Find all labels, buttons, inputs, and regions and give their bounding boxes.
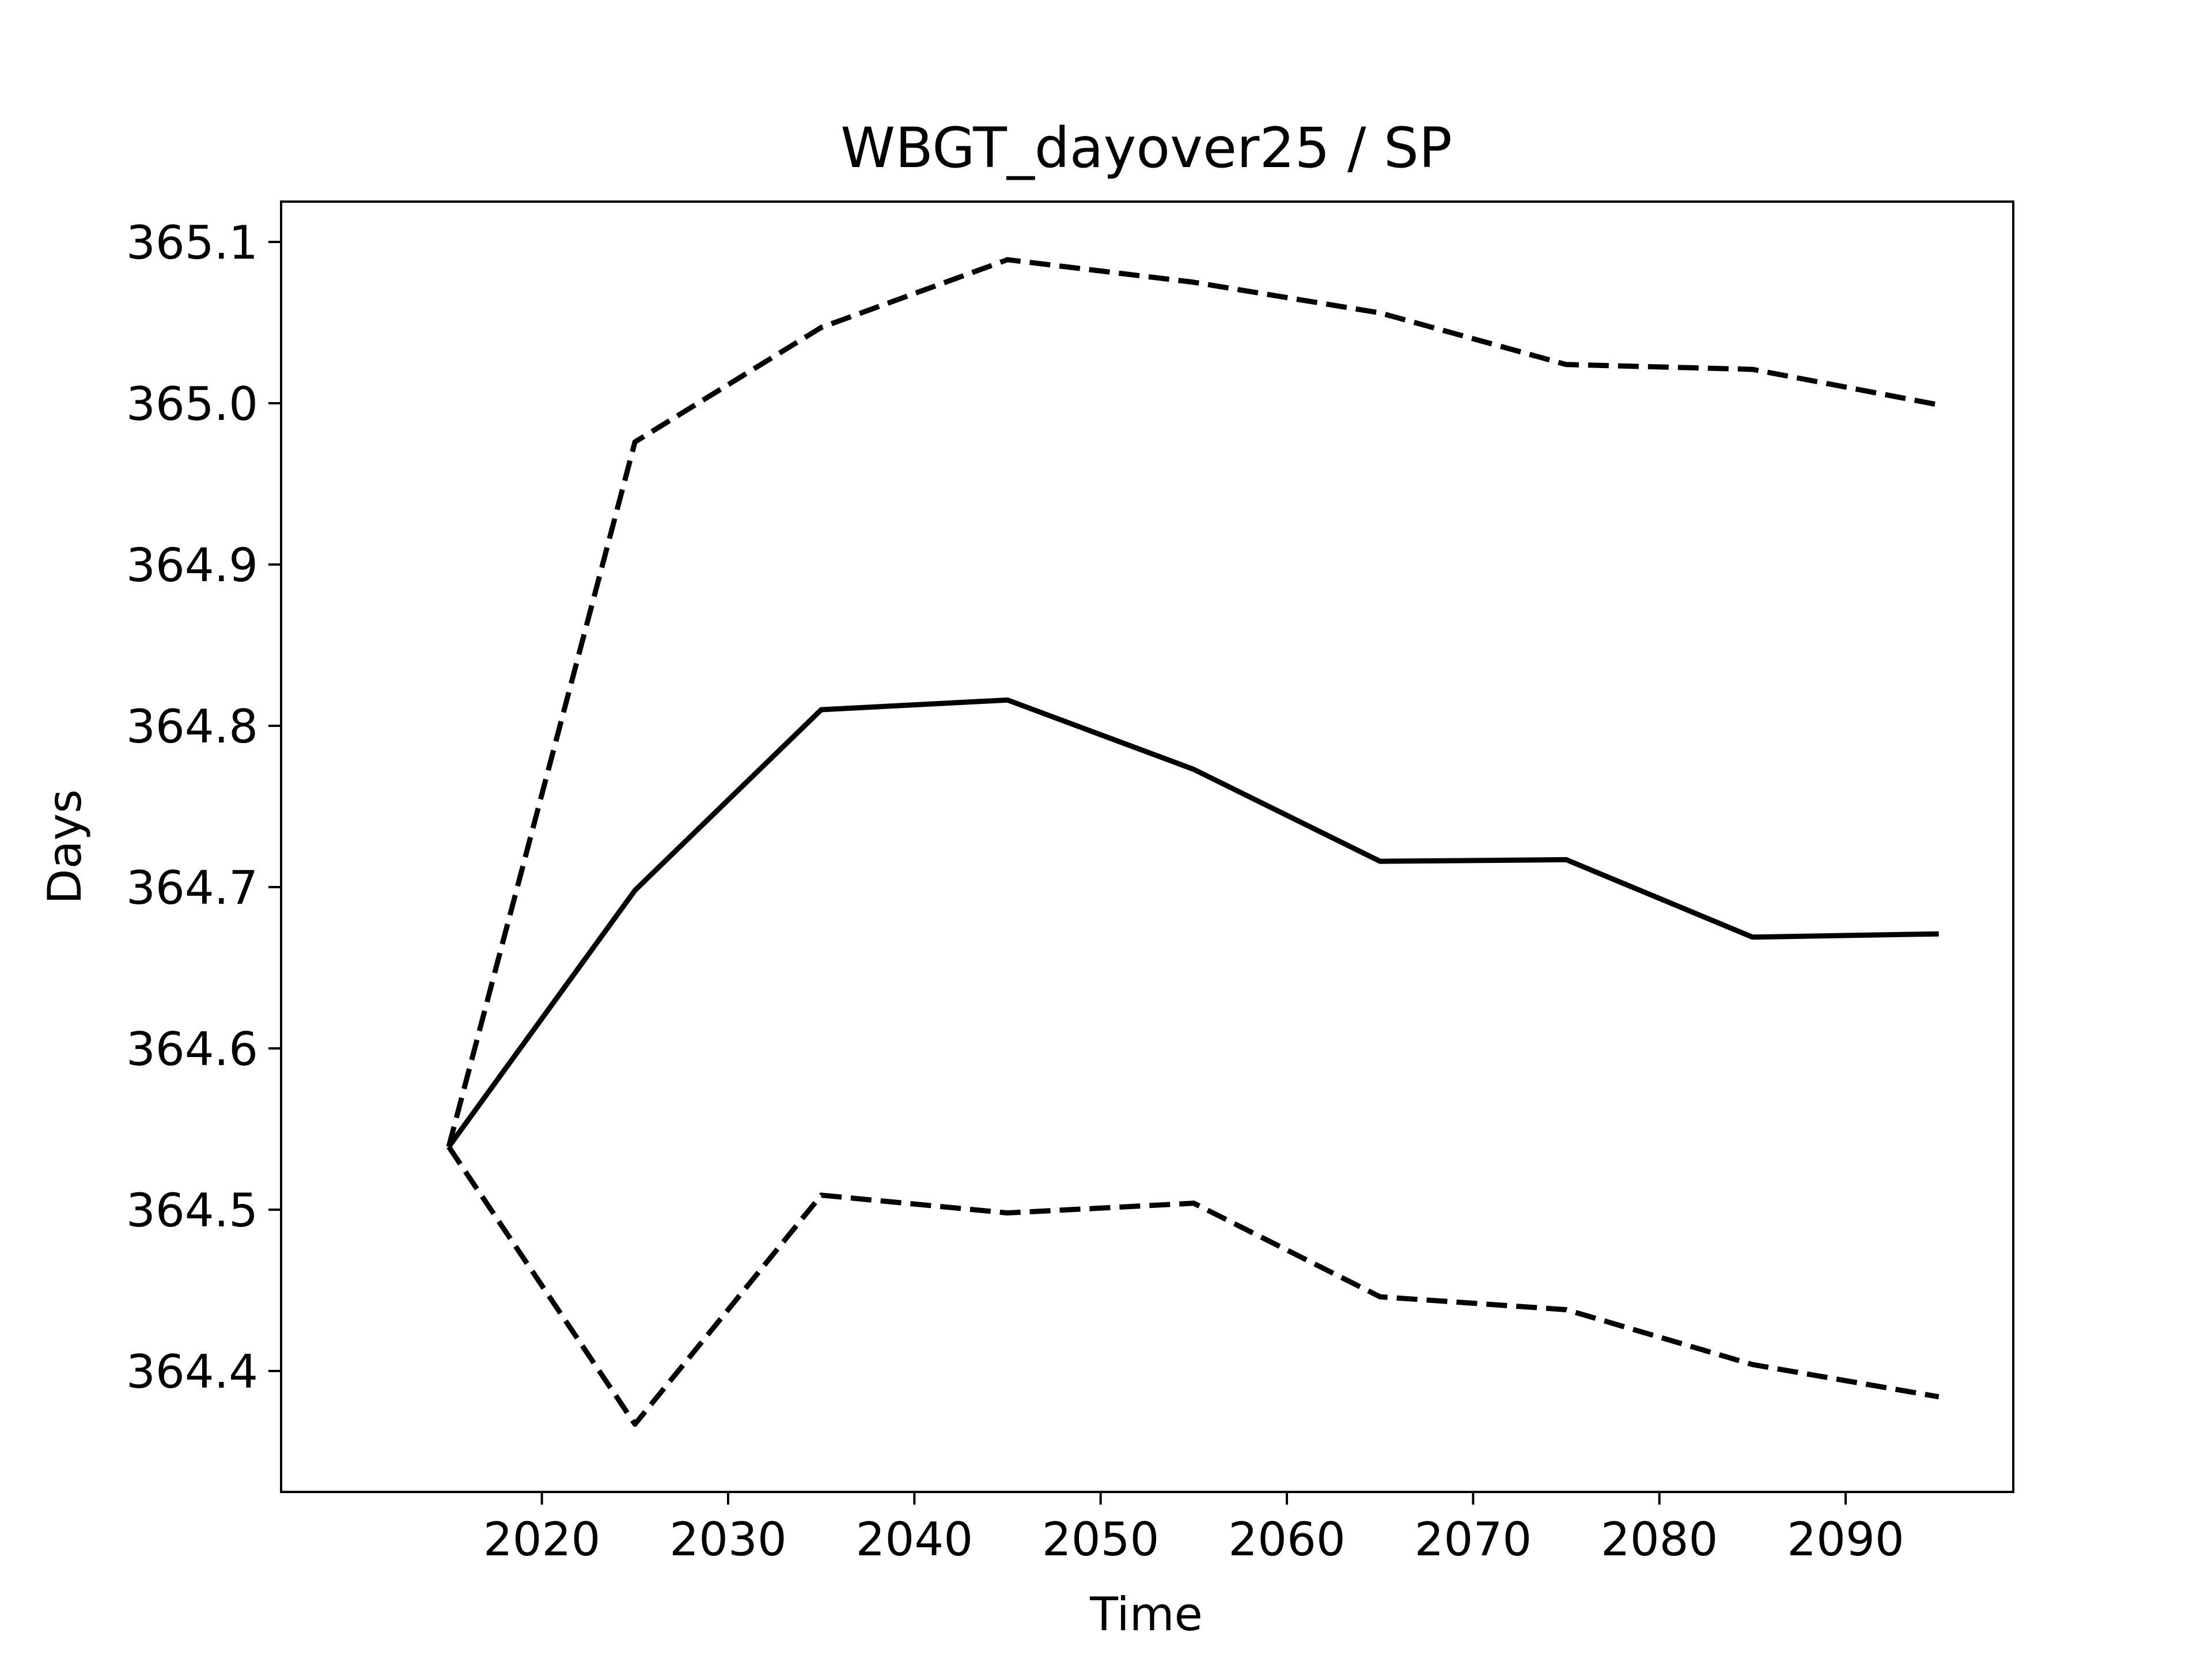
y-tick-label: 364.6 — [126, 1022, 258, 1076]
x-tick-label: 2060 — [1228, 1513, 1346, 1566]
y-tick-label: 365.1 — [126, 216, 258, 270]
plot-frame — [280, 200, 2014, 1493]
y-tick-label: 364.9 — [126, 539, 258, 592]
y-axis-label: Days — [38, 789, 92, 904]
x-axis-ticks: 2020 2030 2040 2050 2060 2070 2080 2090 — [483, 1492, 1904, 1566]
y-tick-label: 364.8 — [126, 700, 258, 753]
x-tick-label: 2090 — [1787, 1513, 1904, 1566]
x-axis-label: Time — [1089, 1588, 1203, 1641]
series-line-1 — [446, 697, 1939, 1149]
x-tick-label: 2020 — [483, 1513, 601, 1566]
series-line-3 — [446, 1145, 1940, 1427]
x-tick-label: 2040 — [856, 1513, 974, 1566]
y-tick-label: 364.4 — [126, 1345, 258, 1399]
x-tick-label: 2050 — [1042, 1513, 1160, 1566]
y-tick-label: 364.7 — [126, 861, 258, 915]
y-tick-label: 364.5 — [126, 1184, 258, 1237]
x-tick-label: 2070 — [1415, 1513, 1532, 1566]
y-tick-label: 365.0 — [126, 377, 258, 431]
x-tick-label: 2030 — [669, 1513, 787, 1566]
y-axis-ticks: 364.4 364.5 364.6 364.7 364.8 364.9 365.0 365.1 — [126, 216, 281, 1399]
series-line-2 — [446, 257, 1940, 1147]
plot-area — [446, 257, 1940, 1427]
x-tick-label: 2080 — [1601, 1513, 1718, 1566]
chart-title: WBGT_dayover25 / SP — [840, 116, 1452, 180]
